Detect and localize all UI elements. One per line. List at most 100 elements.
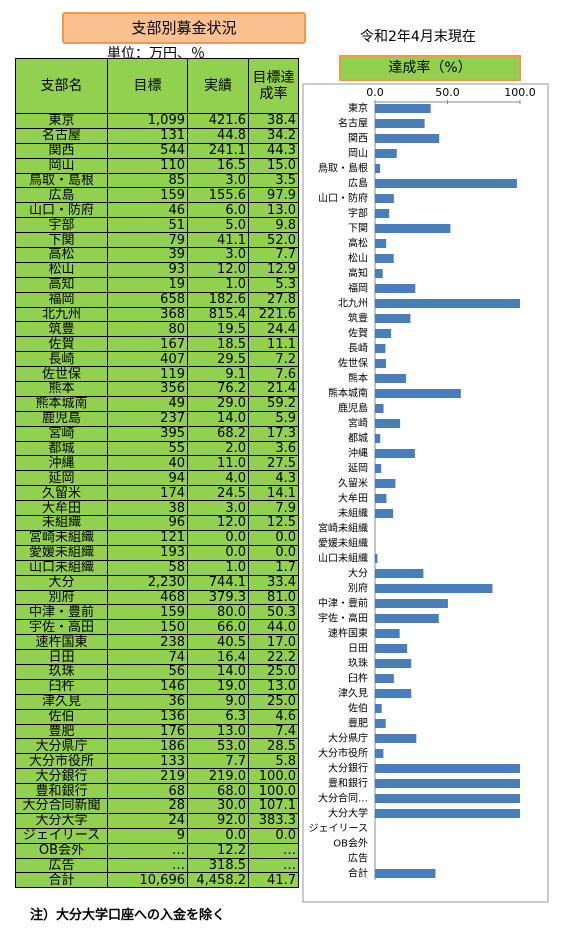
y-tick-label: 玖珠	[348, 657, 368, 670]
cell: 5.3	[248, 276, 299, 293]
y-tick-label: ジェイリース	[309, 824, 369, 835]
y-tick-label: 佐伯	[348, 702, 368, 715]
cell: 14.0	[187, 410, 249, 427]
bar	[375, 104, 431, 113]
y-tick-label: 関西	[348, 133, 368, 145]
bar	[375, 869, 436, 878]
cell: 7.6	[248, 366, 299, 383]
cell: 29.5	[187, 351, 249, 368]
bar	[375, 494, 387, 503]
y-tick-label: 高知	[348, 267, 368, 280]
cell: 55	[107, 440, 188, 457]
cell: 山口・防府	[15, 202, 108, 219]
y-tick-label: 鳥取・島根	[318, 162, 368, 175]
bar	[375, 329, 392, 338]
bar	[375, 659, 412, 668]
cell: 12.0	[187, 515, 249, 531]
cell: 44.3	[248, 142, 299, 159]
row: 日田 74 16.4 22.2	[15, 649, 299, 665]
cell: 0.0	[187, 529, 249, 546]
cell: 7.2	[248, 351, 299, 368]
cell: 74	[107, 649, 188, 665]
y-tick-label: 山口未組織	[318, 552, 368, 565]
y-tick-label: 松山	[348, 252, 368, 265]
cell: 下関	[15, 232, 108, 249]
cell: 4.3	[248, 470, 299, 487]
cell: 49	[107, 395, 188, 412]
row: 未組織 96 12.0 12.5	[15, 515, 299, 531]
chart-title-box	[339, 55, 521, 81]
chart-title: 達成率（%）	[388, 59, 471, 76]
cell: 愛媛未組織	[15, 544, 108, 561]
bar	[375, 299, 520, 308]
chart-frame	[302, 83, 549, 903]
cell: 7.9	[248, 500, 299, 517]
cell: 0.0	[248, 827, 299, 844]
y-tick-label: 豊和銀行	[328, 777, 368, 790]
cell: 関西	[15, 142, 108, 159]
cell: 81.0	[248, 589, 299, 606]
bar	[375, 449, 415, 458]
bar	[375, 179, 517, 188]
cell: 407	[107, 351, 188, 368]
cell: 3.5	[248, 172, 299, 189]
row: 高知 19 1.0 5.3	[15, 276, 299, 293]
cell: 68.2	[187, 425, 249, 442]
y-tick-label: 沖縄	[348, 447, 368, 460]
bar	[375, 344, 386, 353]
row: 広告… 318.5…	[15, 857, 299, 874]
y-tick-label: 佐世保	[338, 357, 368, 370]
bar	[375, 119, 425, 128]
y-tick-label: 広告	[348, 852, 368, 865]
y-tick-label: 大分市役所	[318, 747, 368, 760]
y-tick-label: 筑豊	[348, 312, 368, 325]
bar	[375, 194, 394, 203]
y-tick-label: 豊肥	[348, 717, 368, 730]
cell: 合計	[15, 872, 108, 889]
bar	[375, 614, 439, 623]
row: 広島 159 155.6 97.9	[15, 187, 299, 204]
row: 北九州 368 815.4 221.6	[15, 306, 299, 323]
bar	[375, 764, 520, 773]
cell: 136	[107, 708, 188, 725]
cell: 1.7	[248, 559, 299, 576]
y-tick-label: 東京	[348, 102, 368, 115]
cell: 12.5	[248, 515, 299, 531]
y-tick-label: 大分銀行	[328, 762, 368, 775]
bar	[375, 254, 394, 263]
row: ジェイリース 9 0.0 0.0	[15, 827, 299, 844]
y-tick-label: 大分県庁	[328, 732, 368, 745]
x-tick-label: 0.0	[366, 86, 384, 99]
row: 大分県庁 186 53.0 28.5	[15, 738, 299, 755]
row: 鳥取・島根 85 3.0 3.5	[15, 172, 299, 189]
bar	[375, 284, 416, 293]
cell: 174	[107, 485, 188, 502]
cell: 未組織	[15, 515, 108, 531]
cell: 19.5	[187, 321, 249, 338]
bar	[375, 809, 520, 818]
y-tick-label: 合計	[348, 867, 368, 880]
cell: 131	[107, 127, 188, 144]
y-tick-label: 日田	[348, 644, 368, 655]
cell: 38.4	[248, 113, 299, 129]
row: 沖縄 40 11.0 27.5	[15, 455, 299, 472]
bar	[375, 359, 387, 368]
cell: 福岡	[15, 291, 108, 308]
row: 山口・防府 46 6.0 13.0	[15, 202, 299, 219]
cell: 39	[107, 247, 188, 263]
cell: 13.0	[248, 202, 299, 219]
cell: 沖縄	[15, 455, 108, 472]
cell: 9.0	[187, 693, 249, 710]
cell: 10,696	[107, 872, 188, 889]
row: 速杵国東 238 40.5 17.0	[15, 634, 299, 651]
bar	[375, 374, 407, 383]
cell: 53.0	[187, 738, 249, 755]
bar	[375, 584, 493, 593]
x-tick-label: 100.0	[504, 86, 536, 99]
cell: 56	[107, 663, 188, 680]
bar	[375, 389, 461, 398]
cell: 24.4	[248, 321, 299, 338]
row: 大分大学 24 92.0 383.3	[15, 812, 299, 829]
cell: 13.0	[248, 678, 299, 695]
